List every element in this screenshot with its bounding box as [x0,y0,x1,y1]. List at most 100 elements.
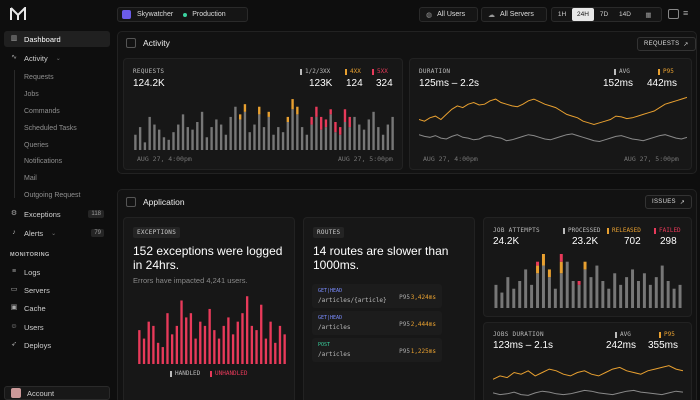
bar-1-2-3xx [238,119,242,150]
server-icon: ☁ [488,11,495,19]
sidebar-item-users[interactable]: ☺ Users [4,319,110,335]
bar-1-2-3xx [296,114,299,150]
sidebar-subitem-outgoing-request[interactable]: Outgoing Request [24,192,81,199]
requests-2xx-value: 123K [309,78,333,89]
user-icon: ☺ [10,323,18,330]
requests-button[interactable]: REQUESTS ↗ [637,37,696,51]
sidebar-item-dashboard[interactable]: ▥ Dashboard [4,31,110,47]
bar-1-2-3xx [248,132,251,150]
range-14d[interactable]: 14D [619,11,631,18]
sidebar-subitem-mail[interactable]: Mail [24,175,37,182]
sidebar-item-activity[interactable]: ∿ Activity ⌄ [4,50,110,66]
bar-unhandled [231,334,235,364]
sidebar-item-servers[interactable]: ▭ Servers [4,282,110,298]
routes-headline: 14 routes are slower than 1000ms. [313,244,449,272]
bar-1-2-3xx [148,116,151,150]
duration-x-start: AUG 27, 4:00pm [423,155,478,163]
bar-1-2-3xx [348,127,351,150]
route-method: GET|HEAD [318,315,343,321]
legend-label: FAILED [659,227,681,234]
bar-1-2-3xx [291,109,294,150]
bar-unhandled [250,325,254,364]
bar-1-2-3xx [339,134,342,150]
bar-1-2-3xx [343,122,347,150]
app-logo-icon[interactable] [10,7,26,21]
jobs-duration-avg-value: 242ms [606,340,637,351]
bar-1-2-3xx [300,127,304,150]
sidebar-item-exceptions[interactable]: ⚙ Exceptions 118 [4,206,110,222]
bar-1-2-3xx [381,134,385,150]
bar-1-2-3xx [391,116,394,150]
legend-label: UNHANDLED [215,370,248,377]
bar-unhandled [185,317,188,364]
bar-processed [613,273,617,308]
legend-failed: FAILED [654,227,681,234]
exceptions-subtext: Errors have impacted 4,241 users. [133,276,248,285]
route-method: GET|HEAD [318,288,343,294]
account-menu[interactable]: Account [4,386,110,400]
sidebar-item-label: Servers [24,285,50,295]
jobs-card [483,217,692,317]
jobs-duration-range: 123ms – 2.1s [493,340,554,351]
bar-unhandled [241,313,244,364]
issues-button-label: ISSUES [652,199,676,205]
theme-toggle-icon[interactable] [668,9,679,19]
sidebar-item-label: Alerts [24,228,44,238]
legend-swatch [658,68,660,75]
sidebar-item-label: Deploys [24,340,52,350]
route-p95-value: 3,424ms [410,294,436,301]
issues-button[interactable]: ISSUES ↗ [645,195,693,209]
jobs-failed-value: 298 [660,236,677,247]
bar-1-2-3xx [377,127,380,150]
chevron-down-icon: ⌄ [51,230,57,237]
sidebar-item-deploys[interactable]: ➶ Deploys [4,337,110,353]
arrow-up-right-icon: ↗ [683,41,689,48]
sidebar-subitem-jobs[interactable]: Jobs [24,91,39,98]
menu-icon[interactable]: ≡ [683,8,689,18]
servers-filter[interactable]: ☁ All Servers [481,7,547,22]
bar-processed [553,288,557,308]
bar-1-2-3xx [277,127,280,150]
route-item[interactable]: GET|HEAD /articles P95 2,444ms [312,311,442,335]
bar-4xx [243,104,247,112]
range-7d[interactable]: 7D [599,11,609,18]
activity-icon: ∿ [11,54,17,61]
range-24h[interactable]: 24H [572,8,594,21]
bar-unhandled [283,334,286,364]
sidebar-item-cache[interactable]: ▣ Cache [4,300,110,316]
bar-processed [541,265,545,308]
route-item[interactable]: GET|HEAD /articles/{article} P95 3,424ms [312,284,442,308]
requests-4xx-value: 124 [346,78,363,89]
sidebar-subitem-commands[interactable]: Commands [24,108,60,115]
bar-1-2-3xx [243,111,247,150]
bar-5xx [348,116,351,128]
bar-released [536,265,540,274]
jobs-duration-card [483,322,692,400]
bar-processed [654,277,658,308]
sidebar-subitem-requests[interactable]: Requests [24,74,54,81]
environment-name: Production [192,11,226,18]
account-label: Account [27,388,55,398]
users-filter[interactable]: ◍ All Users [419,7,478,22]
application-section-icon [126,197,136,207]
sidebar-item-alerts[interactable]: ♪ Alerts ⌄ 79 [4,225,110,241]
calendar-icon[interactable]: ▦ [645,11,652,19]
bar-5xx [324,119,328,128]
sidebar-subitem-notifications[interactable]: Notifications [24,158,63,165]
bar-1-2-3xx [210,127,213,150]
sidebar-item-logs[interactable]: ≡ Logs [4,264,110,280]
sidebar-subitem-queries[interactable]: Queries [24,142,49,149]
sidebar-subitem-scheduled-tasks[interactable]: Scheduled Tasks [24,125,77,132]
legend-label: RELEASED [612,227,641,234]
activity-section-icon [126,38,136,48]
bar-failed [577,281,581,285]
project-switcher[interactable]: Skywatcher Production [117,7,248,22]
rocket-icon: ➶ [11,341,17,348]
users-filter-label: All Users [437,11,466,18]
routes-tag: ROUTES [313,227,345,238]
bar-1-2-3xx [334,132,337,150]
route-item[interactable]: POST /articles P95 1,225ms [312,338,442,362]
bar-1-2-3xx [286,122,290,150]
bar-unhandled [152,325,155,364]
range-1h[interactable]: 1H [557,11,567,18]
